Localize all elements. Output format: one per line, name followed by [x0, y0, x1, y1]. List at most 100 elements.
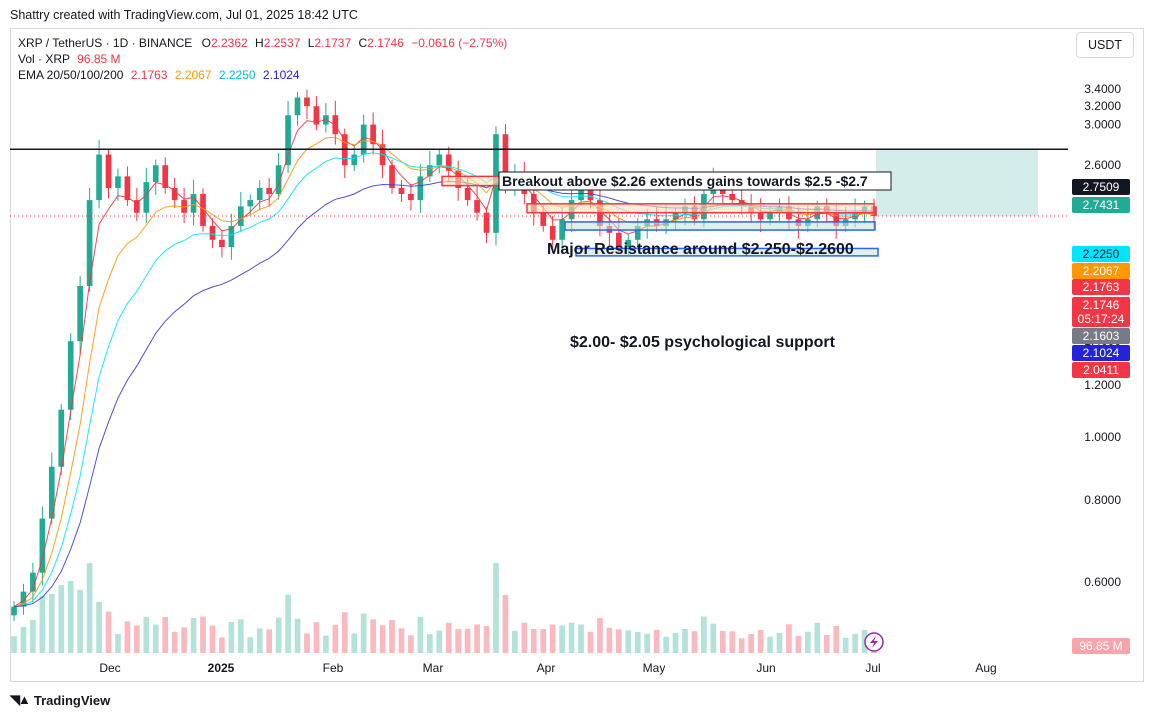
candle-body: [143, 182, 150, 213]
volume-bar: [426, 634, 433, 653]
brand-label: TradingView: [33, 692, 111, 708]
candle-body: [20, 591, 27, 607]
candle-body: [370, 124, 376, 145]
volume-bar: [823, 635, 830, 653]
breakout-annotation-box: [498, 171, 892, 191]
price-axis-label: 05:17:24: [1078, 312, 1125, 326]
candle-body: [171, 187, 178, 201]
y-tick-label: 0.6000: [1084, 575, 1121, 589]
candle-body: [426, 165, 433, 177]
volume-bar: [105, 611, 112, 653]
volume-bar: [389, 620, 395, 653]
volume-bar: [30, 619, 36, 653]
volume-bar: [455, 629, 462, 653]
volume-bar: [190, 618, 197, 653]
candle-body: [833, 212, 840, 226]
volume-bar: [48, 594, 55, 653]
volume-bar: [209, 625, 216, 653]
volume-bar: [549, 624, 556, 653]
x-tick-label: Jun: [756, 661, 775, 675]
y-tick-label: 3.4000: [1084, 82, 1121, 96]
ema200-value: 2.1024: [262, 68, 300, 82]
ema100-line: [13, 152, 875, 608]
volume-bar: [512, 630, 518, 653]
volume-bar: [682, 629, 688, 653]
volume-bar: [464, 628, 471, 653]
volume-bar: [58, 585, 65, 653]
volume-bar: [398, 628, 405, 653]
symbol-name[interactable]: XRP / TetherUS · 1D · BINANCE: [18, 36, 193, 50]
ema-legend[interactable]: EMA 20/50/100/200 2.1763 2.2067 2.2250 2…: [18, 68, 300, 82]
currency-button[interactable]: USDT: [1076, 32, 1134, 58]
volume-axis-label: 96.85 M: [1079, 639, 1122, 653]
volume-bar: [644, 633, 651, 653]
support-zone: [564, 221, 876, 231]
target-zone: [876, 150, 1038, 217]
candle-body: [313, 106, 320, 125]
volume-bar: [417, 616, 424, 653]
close-label: C: [358, 36, 368, 50]
candle-body: [389, 165, 395, 188]
volume-bar: [275, 617, 282, 653]
volume-bar: [171, 631, 178, 653]
candle-body: [96, 154, 102, 201]
candle-body: [483, 212, 490, 233]
volume-bar: [578, 624, 584, 653]
candle-body: [39, 518, 46, 573]
volume-bar: [786, 624, 792, 653]
volume-bar: [748, 634, 754, 653]
volume-bar: [143, 617, 150, 653]
price-axis-label-bg: [1072, 246, 1130, 262]
volume-bar: [530, 628, 537, 653]
volume-legend[interactable]: Vol · XRP 96.85 M: [18, 52, 121, 66]
x-tick-label: 2025: [208, 661, 235, 675]
close-value: 2.1746: [367, 36, 404, 50]
price-axis-label-bg: [1072, 297, 1130, 313]
volume-bar: [341, 612, 348, 653]
candle-body: [502, 134, 509, 188]
candle-body: [86, 200, 93, 287]
candle-body: [445, 154, 452, 171]
candle-body: [275, 165, 282, 194]
volume-bar: [767, 636, 773, 653]
y-tick-label: 3.2000: [1084, 99, 1121, 113]
volume-bar: [502, 595, 509, 653]
attribution-text: Shattry created with TradingView.com, Ju…: [10, 8, 358, 22]
volume-bar: [540, 629, 547, 653]
x-tick-label: Mar: [423, 661, 444, 675]
symbol-legend: XRP / TetherUS · 1D · BINANCE O2.2362 H2…: [18, 36, 507, 50]
volume-bar: [162, 617, 169, 653]
price-axis-label-bg: [1072, 328, 1130, 344]
y-tick-label: 1.2000: [1084, 378, 1121, 392]
ema20-value: 2.1763: [130, 68, 168, 82]
candle-body: [464, 187, 471, 201]
high-label: H: [255, 36, 264, 50]
volume-bar: [568, 622, 575, 653]
volume-bar: [332, 624, 339, 653]
volume-bar: [39, 595, 46, 653]
candle-body: [11, 606, 17, 616]
candle-body: [304, 97, 310, 107]
tradingview-brand[interactable]: ◥▲ TradingView: [10, 692, 110, 708]
candle-body: [105, 154, 112, 188]
volume-bar: [77, 589, 83, 653]
candle-body: [540, 212, 547, 226]
volume-bar: [408, 635, 414, 653]
volume-bar: [805, 631, 811, 653]
candle-body: [115, 176, 121, 188]
candle-body: [58, 409, 65, 467]
candle-body: [266, 187, 272, 194]
lightning-icon[interactable]: [864, 632, 884, 652]
volume-bar: [616, 629, 622, 653]
chart-frame: [10, 28, 1144, 682]
volume-bar: [493, 563, 499, 653]
volume-axis-label-bg: [1072, 638, 1130, 654]
candle-body: [48, 466, 55, 519]
candle-body: [549, 225, 556, 240]
volume-bar: [323, 635, 329, 653]
low-label: L: [307, 36, 315, 50]
volume-bar: [521, 622, 528, 653]
volume-bar: [663, 636, 669, 653]
support-annotation: $2.00- $2.05 psychological support: [570, 334, 836, 351]
